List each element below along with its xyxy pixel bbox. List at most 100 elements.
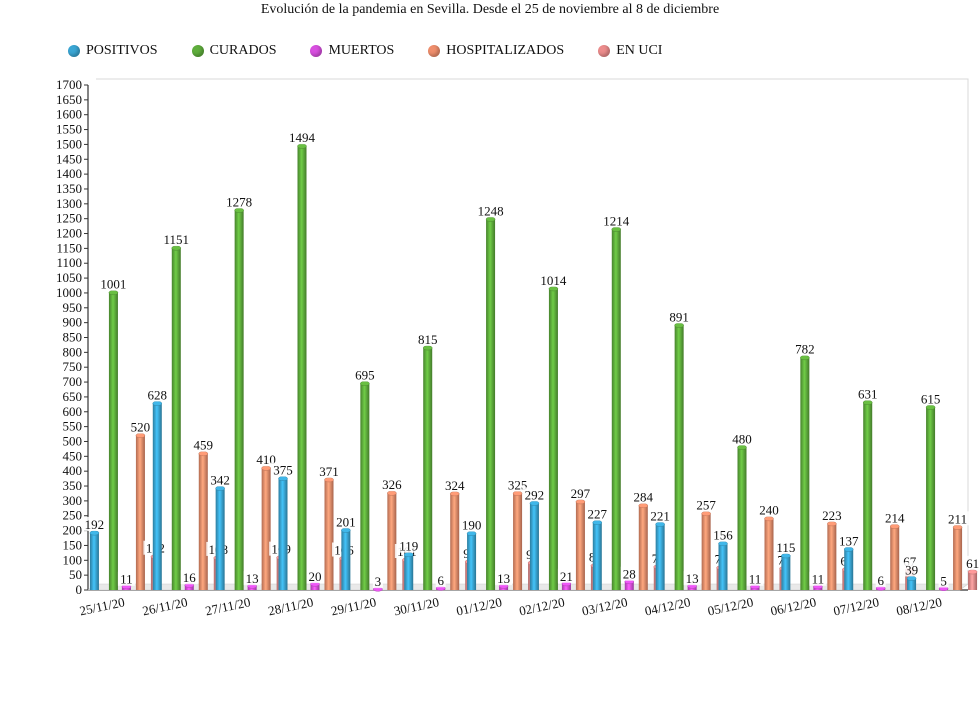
data-label-bg (600, 213, 632, 228)
data-label-bg (683, 571, 701, 586)
y-tick-label: 750 (63, 359, 83, 374)
bar-curados (863, 402, 873, 590)
data-label: 520 (131, 420, 151, 435)
y-tick-label: 1700 (56, 77, 82, 92)
bar-curados (171, 248, 181, 590)
data-label: 459 (194, 438, 214, 453)
y-tick-label: 700 (63, 374, 83, 389)
x-tick-label: 08/12/20 (895, 594, 943, 618)
data-label: 11 (749, 572, 762, 587)
data-label: 119 (399, 539, 418, 554)
y-tick-label: 400 (63, 463, 83, 478)
data-label: 480 (732, 431, 752, 446)
data-label: 375 (273, 463, 293, 478)
bar-positivos (529, 503, 539, 590)
y-tick-label: 650 (63, 389, 83, 404)
bar-hospitalizados (953, 527, 963, 590)
data-label: 292 (525, 487, 545, 502)
y-tick-label: 250 (63, 508, 83, 523)
data-label-bg (396, 538, 421, 553)
data-label-bg (372, 574, 383, 589)
bar-positivos (278, 478, 288, 590)
bar-curados (297, 146, 307, 590)
legend-label-hospitalizados: HOSPITALIZADOS (446, 43, 565, 58)
data-label-bg (459, 517, 484, 532)
legend-swatch-muertos (310, 45, 323, 57)
data-label: 16 (183, 570, 197, 585)
data-label: 227 (588, 507, 608, 522)
bar-muertos (561, 583, 571, 590)
y-tick-label: 0 (76, 582, 83, 597)
data-label-bg (875, 573, 886, 588)
data-label-bg (620, 566, 638, 581)
data-label-bg (918, 391, 943, 406)
data-label: 13 (246, 571, 259, 586)
y-tick-label: 550 (63, 419, 83, 434)
y-tick-label: 1300 (56, 196, 82, 211)
legend-label-positivos: POSITIVOS (86, 43, 158, 58)
bar-curados (548, 288, 558, 590)
bar-hospitalizados (890, 526, 900, 590)
data-label: 371 (319, 464, 339, 479)
bar-hospitalizados (135, 435, 145, 590)
bar-curados (423, 347, 433, 590)
bar-hospitalizados (827, 523, 837, 590)
y-tick-label: 950 (63, 300, 83, 315)
y-tick-label: 1350 (56, 181, 82, 196)
data-label: 284 (634, 490, 654, 505)
x-tick-label: 26/11/20 (141, 594, 189, 618)
data-label: 782 (795, 342, 815, 357)
y-tick-label: 450 (63, 448, 83, 463)
data-label-bg (191, 437, 216, 452)
bar-hospitalizados (450, 493, 460, 590)
bar-curados (674, 325, 684, 590)
data-label: 324 (445, 478, 465, 493)
bar-muertos (310, 584, 320, 590)
x-tick-label: 28/11/20 (267, 594, 315, 618)
data-label-bg (415, 331, 440, 346)
data-label: 13 (497, 571, 510, 586)
data-label-bg (746, 571, 764, 586)
bar-hospitalizados (575, 501, 585, 590)
bar-positivos (89, 532, 99, 590)
data-label: 891 (669, 309, 689, 324)
data-label: 5 (940, 574, 947, 589)
data-label: 1248 (478, 203, 504, 218)
data-label-bg (352, 367, 377, 382)
y-tick-label: 1150 (56, 240, 82, 255)
x-tick-label: 05/12/20 (706, 594, 754, 618)
data-label: 214 (885, 510, 905, 525)
data-label: 137 (839, 533, 859, 548)
data-label: 13 (686, 571, 699, 586)
y-tick-label: 1050 (56, 270, 82, 285)
bar-positivos (718, 543, 728, 590)
data-label-bg (82, 516, 107, 531)
data-label-bg (585, 506, 610, 521)
bar-curados (234, 210, 244, 590)
y-tick-label: 150 (63, 537, 83, 552)
y-tick-label: 800 (63, 344, 83, 359)
x-tick-label: 03/12/20 (581, 594, 629, 618)
y-tick-label: 1650 (56, 92, 82, 107)
data-label: 6 (877, 573, 884, 588)
bar-curados (926, 407, 936, 590)
bar-hospitalizados (638, 505, 648, 590)
data-label: 297 (571, 486, 591, 501)
y-tick-label: 350 (63, 478, 83, 493)
bar-hospitalizados (198, 453, 208, 590)
data-label-bg (160, 232, 192, 247)
legend-item: HOSPITALIZADOS (428, 43, 564, 59)
data-label: 20 (309, 569, 322, 584)
x-tick-label: 29/11/20 (330, 594, 378, 618)
data-label: 1001 (100, 277, 126, 292)
bar-en-uci (968, 571, 978, 590)
legend-label-muertos: MUERTOS (328, 43, 395, 58)
data-label: 28 (623, 567, 636, 582)
data-label: 695 (355, 368, 375, 383)
data-label-bg (271, 462, 295, 477)
legend: POSITIVOS CURADOS MUERTOS HOSPITALIZADOS… (68, 42, 696, 60)
data-label-bg (819, 507, 844, 522)
y-tick-label: 300 (63, 493, 83, 508)
y-tick-label: 1400 (56, 166, 82, 181)
bar-hospitalizados (387, 493, 397, 590)
